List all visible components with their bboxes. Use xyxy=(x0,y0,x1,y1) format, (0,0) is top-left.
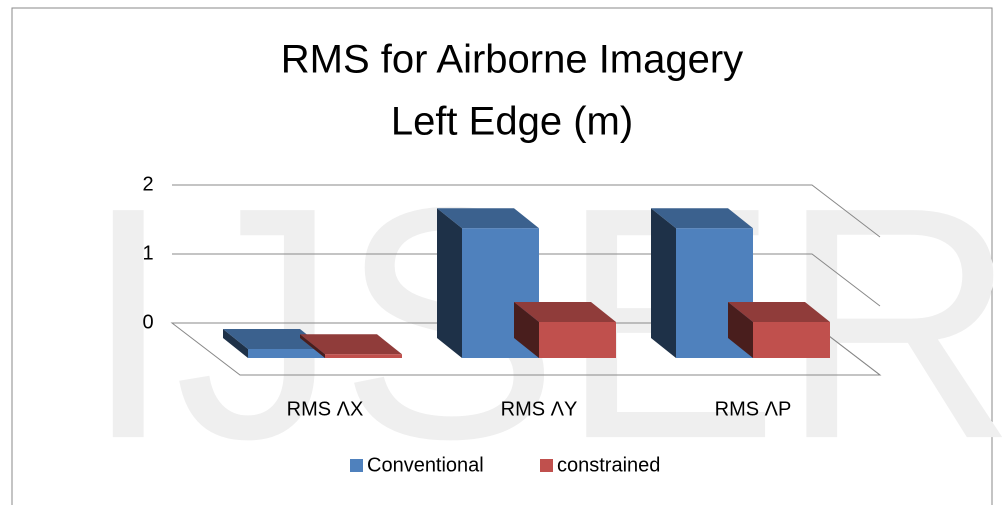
x-tick-label: RMS ΛX xyxy=(287,398,364,420)
bar-side xyxy=(728,302,753,358)
y-tick-label: 2 xyxy=(142,173,153,195)
bar-side xyxy=(437,208,462,358)
bar-side xyxy=(651,208,676,358)
bar-side xyxy=(514,302,539,358)
chart-title: Left Edge (m) xyxy=(391,100,633,144)
legend-swatch xyxy=(350,459,363,472)
grid-line xyxy=(172,253,881,307)
y-tick-label: 0 xyxy=(142,311,153,333)
bar-side xyxy=(223,329,248,358)
grid-line xyxy=(172,184,881,238)
bar xyxy=(300,334,402,358)
bar-top xyxy=(300,334,402,355)
bar-front xyxy=(539,322,616,358)
bar-front xyxy=(753,322,830,358)
bar-top xyxy=(728,302,830,322)
bar-front xyxy=(325,354,402,358)
x-tick-label: RMS ΛY xyxy=(501,398,578,420)
legend-label: Conventional xyxy=(367,454,484,476)
bar-top xyxy=(514,302,616,322)
legend-label: constrained xyxy=(557,454,660,476)
bar-top xyxy=(223,329,325,349)
y-tick-label: 1 xyxy=(142,242,153,264)
bar-top xyxy=(437,208,539,229)
bar-top xyxy=(651,208,753,229)
chart-frame xyxy=(11,7,993,510)
bar xyxy=(223,329,325,358)
legend-swatch xyxy=(540,459,553,472)
x-tick-label: RMS ΛP xyxy=(715,398,792,420)
bar xyxy=(728,302,830,358)
bar-front xyxy=(248,349,325,358)
bar-side xyxy=(300,334,325,358)
chart-title: RMS for Airborne Imagery xyxy=(281,38,743,82)
bar xyxy=(514,302,616,358)
